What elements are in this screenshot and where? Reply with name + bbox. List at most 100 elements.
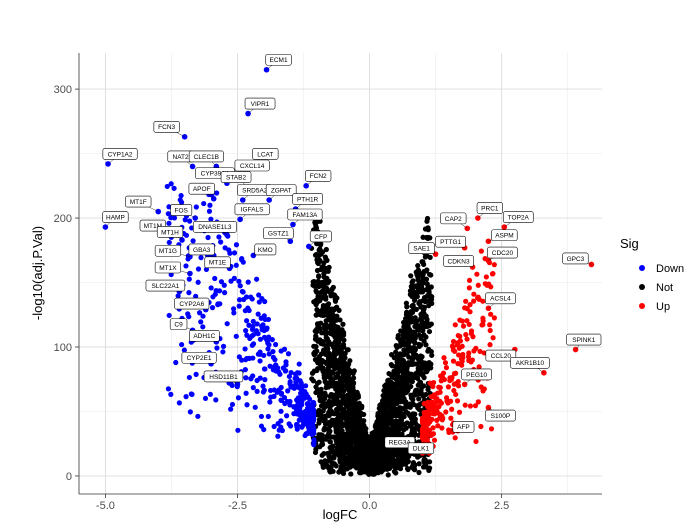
down-point [218,239,223,244]
not-point [389,362,394,367]
gene-label-afp: AFP [451,421,474,432]
legend-label-not: Not [656,282,673,294]
not-point [344,383,349,388]
not-point [354,401,359,406]
not-point [401,352,406,357]
up-point [483,281,488,286]
up-point [453,322,458,327]
down-point [207,209,212,214]
down-point [179,342,184,347]
up-point [450,343,455,348]
not-point [362,437,367,442]
not-point [422,375,427,380]
gene-label-text: KMO [258,247,273,254]
not-point [317,283,322,288]
gene-label-text: IGFALS [241,207,264,214]
down-point [172,215,177,220]
not-point [417,407,422,412]
up-point [429,433,434,438]
gene-label-text: HSD11B1 [209,374,238,381]
up-point [480,299,485,304]
not-point [350,370,355,375]
down-point [287,421,292,426]
not-point [412,467,417,472]
up-point [442,377,447,382]
x-tick-label: -2.5 [228,500,247,512]
up-point [467,302,472,307]
not-point [327,342,332,347]
not-point [337,443,342,448]
not-point [377,415,382,420]
up-point [432,438,437,443]
not-point [344,466,349,471]
down-point [244,356,249,361]
not-point [352,396,357,401]
not-point [311,378,316,383]
down-point [242,346,247,351]
down-point [259,296,264,301]
down-point [171,186,176,191]
up-point [457,318,462,323]
gene-label-gpc3: GPC3 [563,253,592,265]
not-point [387,448,392,453]
down-point [255,389,260,394]
up-point [427,419,432,424]
not-point [422,339,427,344]
not-point [425,349,430,354]
down-point [189,392,194,397]
not-point [312,220,317,225]
gene-label-text: PTTG1 [440,239,461,246]
down-point [239,358,244,363]
up-point [432,411,437,416]
up-point [479,249,484,254]
not-point [383,382,388,387]
up-point [487,322,492,327]
down-point [219,279,224,284]
not-point [405,402,410,407]
up-point [473,439,478,444]
down-point [294,407,299,412]
not-point [412,298,417,303]
gene-label-text: GPC3 [567,256,585,263]
down-point [238,283,243,288]
down-point [166,386,171,391]
not-point [341,338,346,343]
gene-label-text: DLK1 [413,446,430,453]
up-point [443,360,448,365]
not-point [334,361,339,366]
not-point [375,427,380,432]
gene-label-text: VIPR1 [251,101,270,108]
not-point [328,293,333,298]
down-point [166,211,171,216]
not-point [423,254,428,259]
not-point [346,347,351,352]
down-point [201,201,206,206]
not-point [322,415,327,420]
gene-label-text: PTH1R [297,196,319,203]
gene-point-cdc20 [486,258,492,264]
down-point [262,366,267,371]
down-point [179,193,184,198]
not-point [429,353,434,358]
not-point [427,465,432,470]
gene-label-text: MT1H [161,229,179,236]
not-point [360,452,365,457]
not-point [344,461,349,466]
not-point [334,428,339,433]
y-tick-label: 200 [54,213,72,225]
down-point [167,313,172,318]
legend-label-up: Up [656,301,670,313]
not-point [420,310,425,315]
down-point [165,184,170,189]
not-point [408,393,413,398]
not-point [335,333,340,338]
not-point [408,288,413,293]
down-point [254,378,259,383]
up-point [420,418,425,423]
not-point [315,323,320,328]
not-point [340,375,345,380]
x-axis-title: logFC [323,507,358,522]
down-point [198,319,203,324]
not-point [320,341,325,346]
not-point [401,330,406,335]
